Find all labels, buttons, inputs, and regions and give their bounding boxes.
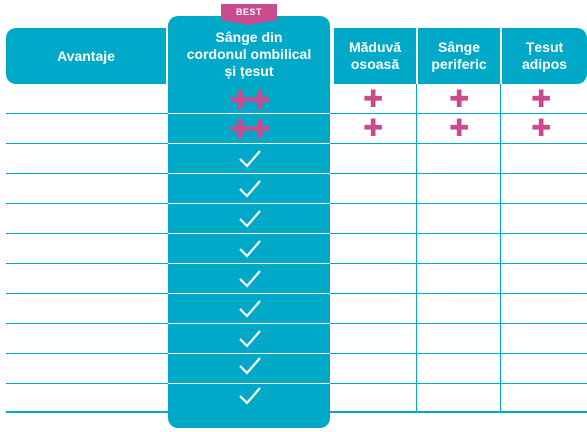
checkmark-icon: [239, 330, 261, 348]
header-cord-blood-line1: Sânge din: [215, 28, 283, 45]
header-separator: [416, 28, 418, 84]
grid-hline-inner: [168, 173, 330, 174]
double-plus-icon: ✚✚: [229, 85, 271, 115]
grid-hline: [330, 233, 587, 234]
checkmark-icon: [239, 270, 261, 288]
header-adipose-tissue-line2: adipos: [521, 56, 568, 72]
grid-hline-inner: [168, 353, 330, 354]
grid-hline: [330, 293, 587, 294]
plus-icon: ✚: [530, 86, 552, 113]
header-cord-blood: Sânge din cordonul ombilical și țesut: [168, 26, 330, 82]
best-badge: BEST: [221, 4, 277, 25]
header-advantages-label: Avantaje: [57, 47, 115, 64]
grid-vline: [416, 84, 417, 412]
grid-hline: [330, 173, 587, 174]
header-separator: [500, 28, 502, 84]
header-bone-marrow-line2: osoasă: [350, 56, 400, 72]
grid-hline: [330, 113, 587, 114]
plus-icon: ✚: [362, 115, 384, 142]
grid-hline-inner: [168, 233, 330, 234]
checkmark-icon: [239, 150, 261, 168]
best-column-highlight: [168, 16, 330, 428]
grid-hline: [6, 203, 168, 204]
header-adipose-tissue-line1: Țesut: [525, 39, 564, 55]
header-adipose-tissue: Țesut adipos: [502, 28, 587, 84]
grid-hline: [6, 353, 168, 354]
grid-hline-inner: [168, 383, 330, 384]
grid-hline-inner: [168, 293, 330, 294]
header-peripheral-blood-line2: periferic: [431, 56, 487, 72]
grid-hline: [330, 383, 587, 384]
grid-hline: [330, 323, 587, 324]
grid-hline: [6, 233, 168, 234]
grid-hline-bottom: [6, 411, 168, 413]
grid-hline-inner: [168, 143, 330, 144]
header-cord-blood-line2: cordonul ombilical: [186, 45, 312, 62]
header-bar-left: [6, 28, 166, 84]
grid-hline-bottom: [330, 411, 587, 413]
plus-icon: ✚: [362, 86, 384, 113]
grid-hline: [330, 203, 587, 204]
grid-hline: [330, 143, 587, 144]
header-bone-marrow: Măduvă osoasă: [334, 28, 416, 84]
plus-icon: ✚: [448, 86, 470, 113]
grid-hline: [330, 263, 587, 264]
grid-hline: [6, 113, 168, 114]
grid-hline-inner: [168, 203, 330, 204]
checkmark-icon: [239, 210, 261, 228]
grid-hline: [6, 383, 168, 384]
plus-icon: ✚: [448, 115, 470, 142]
checkmark-icon: [239, 240, 261, 258]
grid-hline-inner: [168, 263, 330, 264]
checkmark-icon: [239, 180, 261, 198]
header-advantages: Avantaje: [6, 28, 166, 84]
grid-hline: [6, 293, 168, 294]
header-bone-marrow-line1: Măduvă: [348, 39, 402, 55]
grid-hline: [6, 173, 168, 174]
grid-vline: [500, 84, 501, 412]
double-plus-icon: ✚✚: [229, 114, 271, 144]
checkmark-icon: [239, 300, 261, 318]
grid-hline: [6, 263, 168, 264]
grid-hline-inner: [168, 113, 330, 114]
grid-hline: [330, 353, 587, 354]
header-bar-right: [334, 28, 587, 84]
grid-hline: [6, 143, 168, 144]
header-cord-blood-line3: și țesut: [224, 62, 274, 79]
header-peripheral-blood-line1: Sânge: [437, 39, 480, 55]
grid-hline: [6, 323, 168, 324]
checkmark-icon: [239, 387, 261, 405]
grid-hline-inner: [168, 323, 330, 324]
plus-icon: ✚: [530, 115, 552, 142]
header-peripheral-blood: Sânge periferic: [418, 28, 500, 84]
checkmark-icon: [239, 357, 261, 375]
